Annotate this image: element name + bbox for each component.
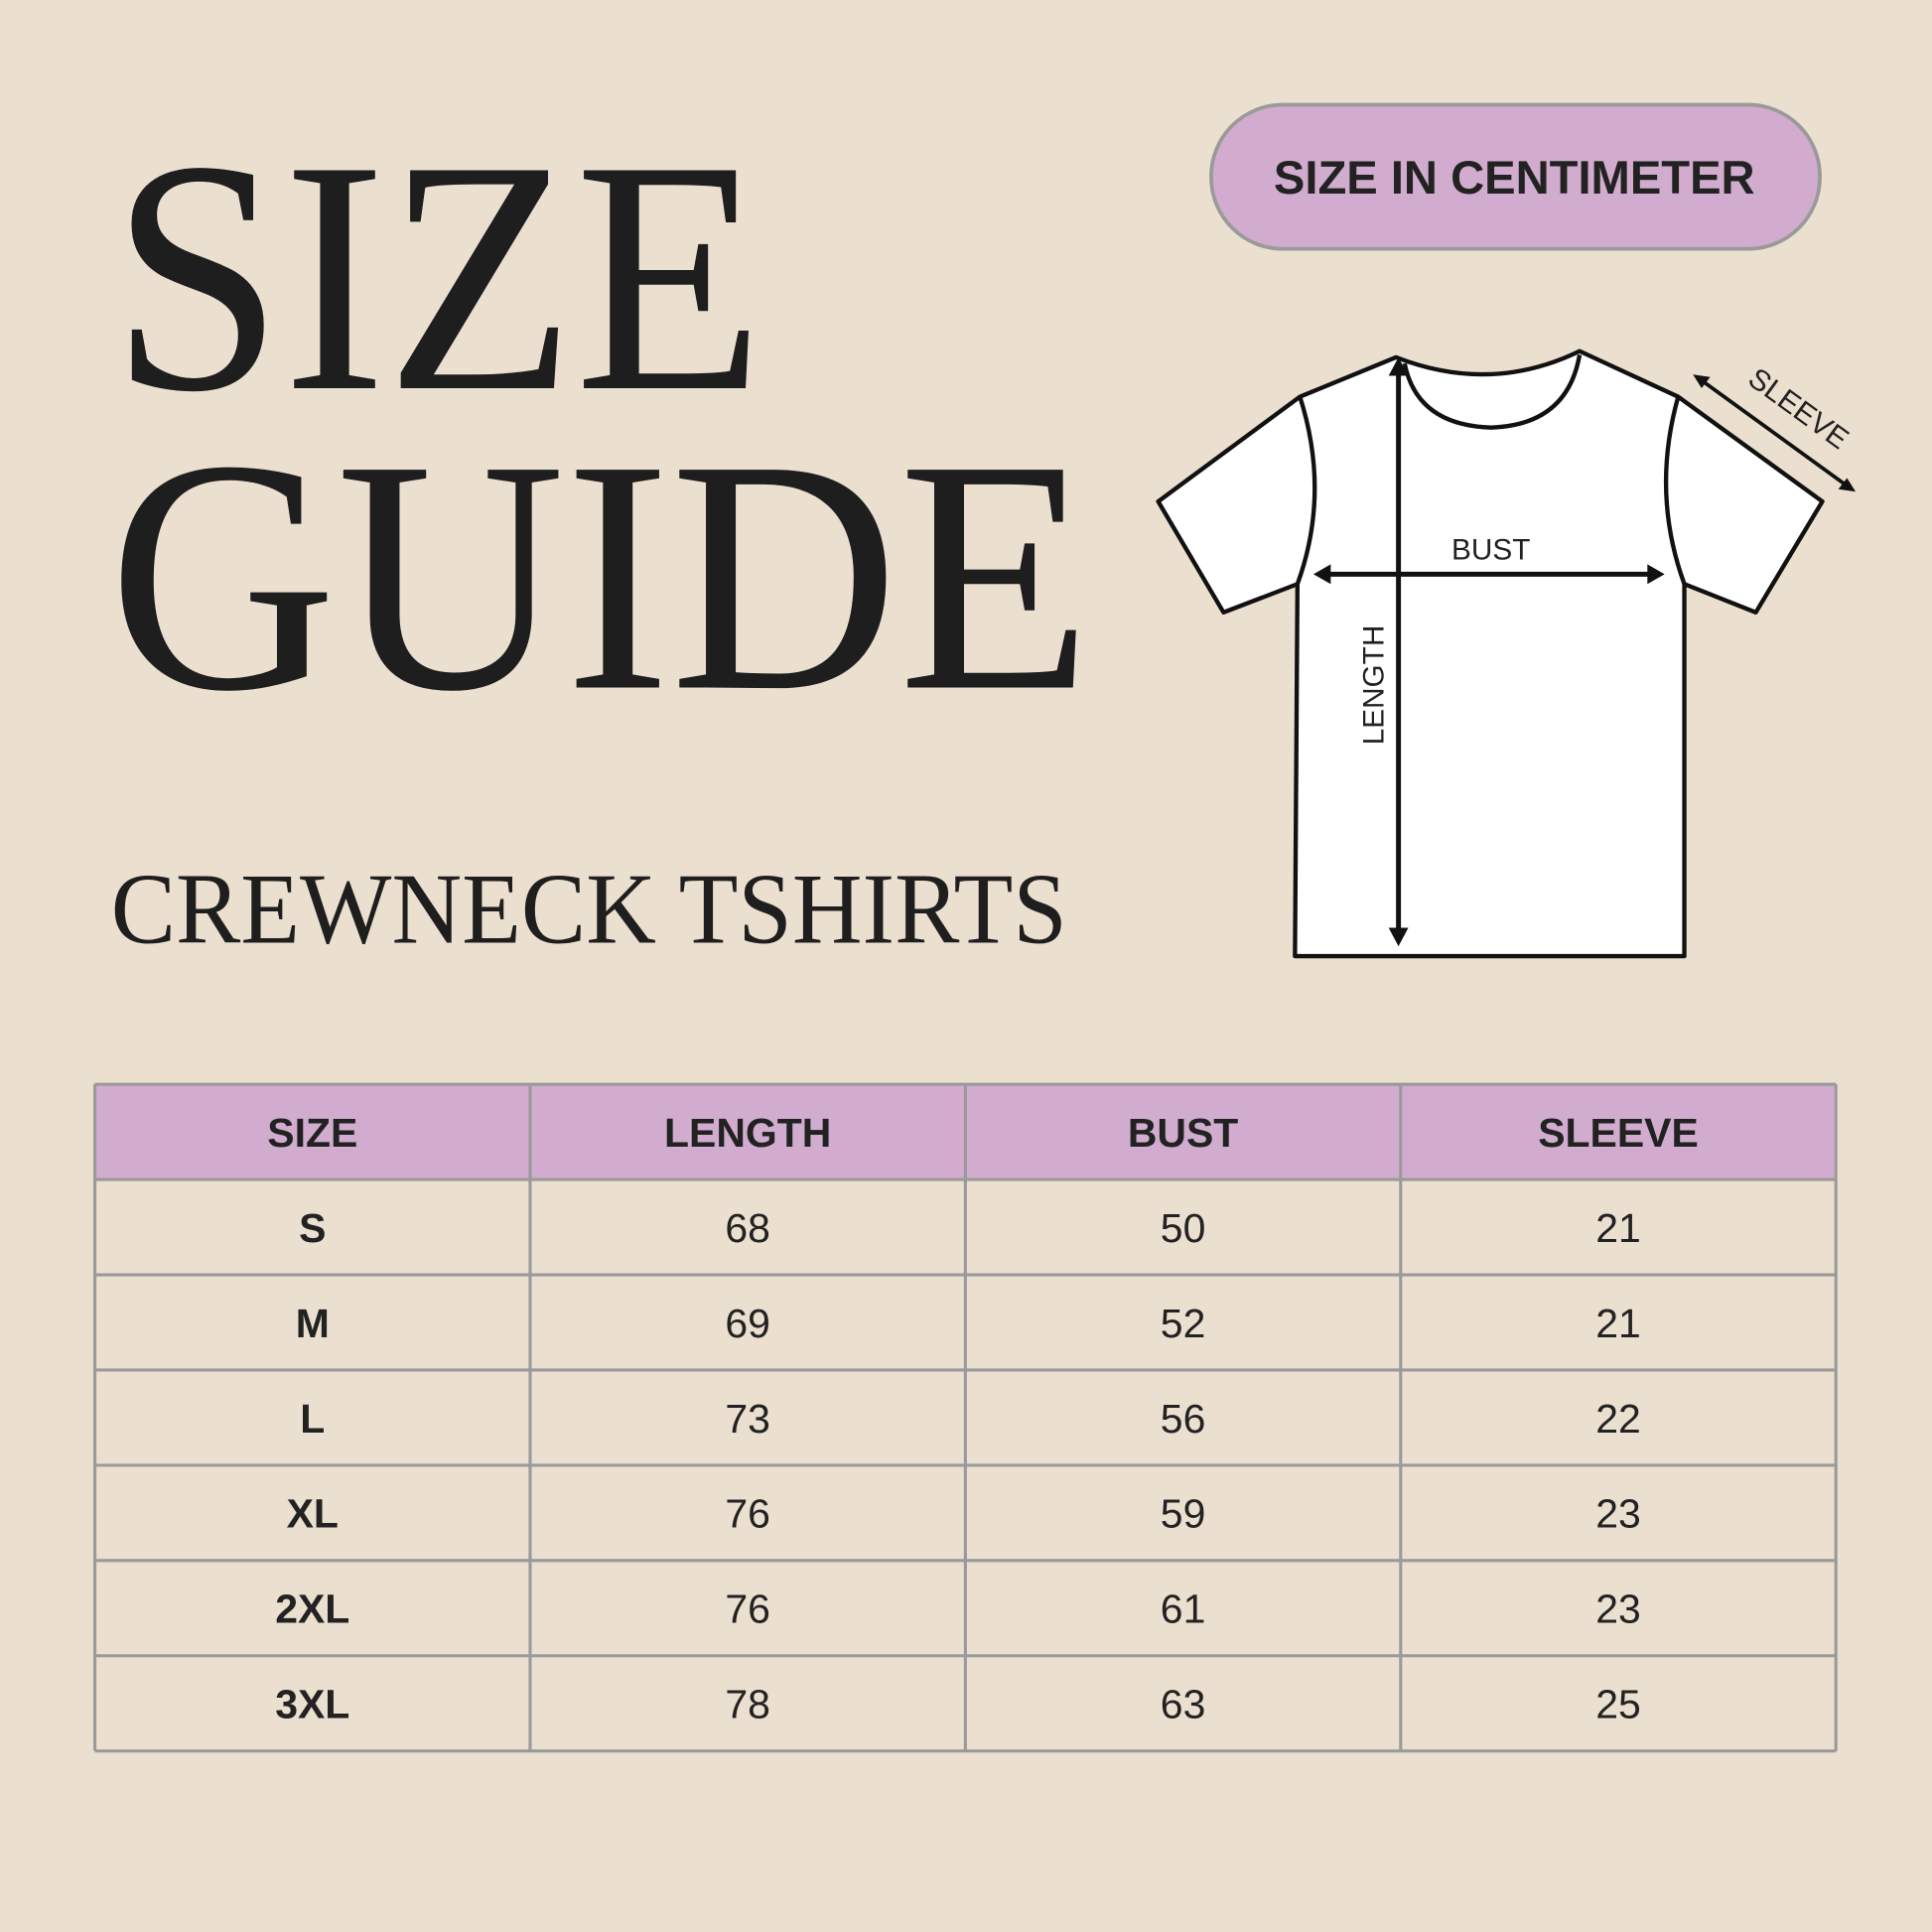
tshirt-diagram: [1156, 348, 1825, 959]
value-cell: 76: [725, 1491, 770, 1537]
value-cell: 21: [1595, 1205, 1641, 1251]
value-cell: 52: [1161, 1301, 1206, 1346]
value-cell: 56: [1161, 1396, 1206, 1442]
value-cell: 50: [1161, 1205, 1206, 1251]
column-header: SIZE: [267, 1110, 357, 1156]
value-cell: 76: [725, 1587, 770, 1632]
value-cell: 25: [1595, 1682, 1641, 1727]
value-cell: 78: [725, 1682, 770, 1727]
value-cell: 73: [725, 1396, 770, 1442]
sleeve-arrow: [1699, 377, 1850, 488]
value-cell: 23: [1595, 1587, 1641, 1632]
title-line: GUIDE: [108, 392, 1091, 760]
neckline: [1402, 354, 1583, 430]
length-label: LENGTH: [1358, 625, 1391, 746]
value-cell: 21: [1595, 1301, 1641, 1346]
title-line: SIZE: [111, 92, 764, 461]
value-cell: 68: [725, 1205, 770, 1251]
column-header: BUST: [1128, 1110, 1238, 1156]
size-cell: M: [296, 1301, 330, 1346]
value-cell: 23: [1595, 1491, 1641, 1537]
size-table: SIZE LENGTH BUST SLEEVE S 68 50 21 M 69 52 21 L 73 56 2…: [93, 1082, 1838, 1753]
badge-label: SIZE IN CENTIMETER: [1274, 151, 1755, 204]
size-cell: 3XL: [275, 1682, 349, 1727]
subtitle: CREWNECK TSHIRTS: [111, 853, 1067, 965]
column-header: SLEEVE: [1538, 1110, 1699, 1156]
value-cell: 59: [1161, 1491, 1206, 1537]
value-cell: 63: [1161, 1682, 1206, 1727]
size-cell: S: [299, 1205, 326, 1251]
size-cell: XL: [287, 1491, 339, 1537]
badge: [1209, 102, 1822, 251]
value-cell: 69: [725, 1301, 770, 1346]
measure-arrows: [1312, 356, 1857, 947]
bust-label: BUST: [1451, 533, 1530, 566]
tshirt-outline: [1156, 348, 1825, 959]
size-cell: L: [300, 1396, 325, 1442]
value-cell: 22: [1595, 1396, 1641, 1442]
sleeve-seam: [1295, 395, 1687, 586]
size-cell: 2XL: [275, 1587, 349, 1632]
column-header: LENGTH: [664, 1110, 831, 1156]
value-cell: 61: [1161, 1587, 1206, 1632]
